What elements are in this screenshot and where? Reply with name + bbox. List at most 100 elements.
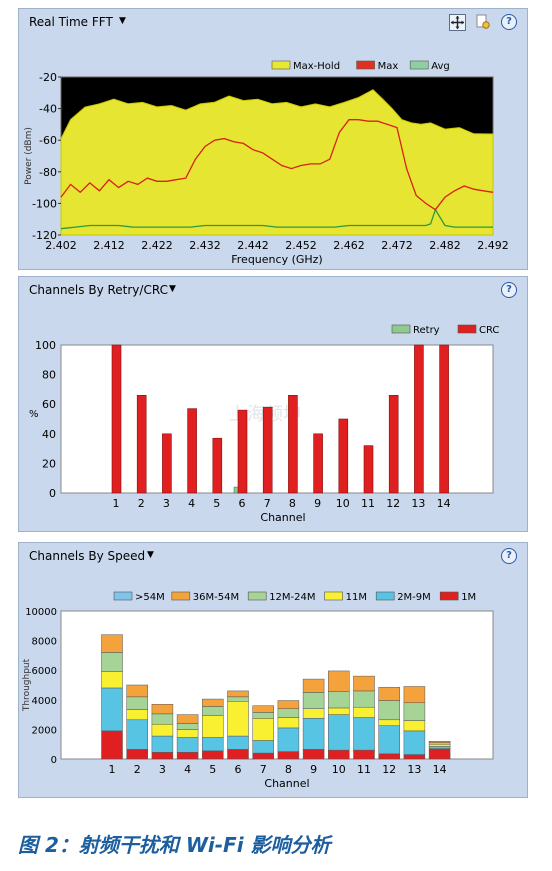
- speed-y-axis-label: Throughput: [22, 658, 32, 712]
- speed-x-tick-label: 5: [209, 763, 216, 776]
- retry-x-tick-label: 5: [213, 497, 220, 510]
- speed-bar-segment: [303, 709, 324, 719]
- speed-bar-segment: [278, 728, 299, 752]
- retry-x-tick-label: 4: [188, 497, 195, 510]
- speed-bar-segment: [354, 691, 375, 707]
- fft-x-tick-label: 2.402: [45, 239, 77, 252]
- speed-bar-segment: [278, 752, 299, 759]
- fft-x-tick-label: 2.482: [429, 239, 461, 252]
- speed-legend-label: 12M-24M: [269, 592, 315, 603]
- fft-help-icon[interactable]: ?: [501, 14, 517, 30]
- fft-y-tick-label: -80: [39, 166, 57, 179]
- fft-x-axis-label: Frequency (GHz): [231, 253, 322, 266]
- retry-y-axis-label: %: [29, 409, 39, 420]
- speed-legend-swatch: [325, 592, 343, 600]
- crc-bar: [364, 446, 373, 493]
- speed-x-tick-label: 1: [109, 763, 116, 776]
- speed-bar-segment: [228, 691, 249, 697]
- retry-x-tick-label: 8: [289, 497, 296, 510]
- retry-y-tick-label: 100: [35, 339, 56, 352]
- speed-bar-segment: [127, 720, 148, 750]
- speed-y-tick-label: 0: [51, 755, 57, 766]
- speed-bar-segment: [303, 749, 324, 759]
- speed-x-tick-label: 7: [260, 763, 267, 776]
- speed-legend-label: 2M-9M: [397, 592, 431, 603]
- retry-x-tick-label: 2: [138, 497, 145, 510]
- speed-bar-segment: [303, 692, 324, 708]
- retry-legend-swatch: [458, 325, 476, 333]
- crc-bar: [238, 410, 247, 493]
- speed-legend-swatch: [376, 592, 394, 600]
- speed-bar-segment: [278, 718, 299, 728]
- retry-x-tick-label: 12: [386, 497, 400, 510]
- speed-bar-segment: [379, 687, 400, 700]
- fft-y-tick-label: -20: [39, 71, 57, 84]
- speed-bar-segment: [328, 715, 349, 751]
- speed-x-tick-label: 2: [134, 763, 141, 776]
- speed-chart: >54M 36M-54M 12M-24M 11M 2M-9M 1M 10000 8000 600…: [19, 571, 527, 797]
- fft-y-tick-label: -60: [39, 134, 57, 147]
- fft-x-tick-label: 2.432: [189, 239, 221, 252]
- speed-bar-segment: [228, 697, 249, 701]
- crc-bar: [112, 345, 121, 493]
- fft-legend-swatch: [410, 61, 428, 69]
- crc-bar: [213, 438, 222, 493]
- fft-chevron-down-icon[interactable]: ▼: [119, 16, 126, 26]
- speed-bar-segment: [202, 699, 223, 706]
- crc-bar: [137, 395, 146, 493]
- speed-legend-swatch: [172, 592, 190, 600]
- speed-x-tick-label: 9: [310, 763, 317, 776]
- move-icon[interactable]: [449, 14, 466, 31]
- speed-legend-label: 1M: [461, 592, 476, 603]
- speed-bar-segment: [354, 718, 375, 751]
- fft-legend-swatch: [272, 61, 290, 69]
- speed-x-tick-label: 11: [357, 763, 371, 776]
- retry-legend-label: Retry: [413, 325, 440, 336]
- speed-bar-segment: [152, 704, 173, 714]
- retry-panel: Channels By Retry/CRC ▼ ? Retry CRC 100 80 6…: [18, 276, 528, 532]
- speed-bar-segment: [152, 714, 173, 724]
- crc-bar: [389, 395, 398, 493]
- retry-chevron-down-icon[interactable]: ▼: [169, 284, 176, 294]
- speed-bar-segment: [228, 736, 249, 749]
- document-settings-icon[interactable]: [475, 14, 490, 29]
- retry-x-tick-label: 10: [336, 497, 350, 510]
- crc-bar: [339, 419, 348, 493]
- speed-bar-segment: [429, 746, 450, 748]
- speed-legend-swatch: [248, 592, 266, 600]
- retry-y-tick-label: 80: [42, 369, 56, 382]
- speed-bar-segment: [404, 703, 425, 721]
- speed-bar-segment: [278, 709, 299, 718]
- fft-legend-swatch: [357, 61, 375, 69]
- fft-x-tick-label: 2.452: [285, 239, 317, 252]
- speed-bar-segment: [177, 752, 198, 759]
- speed-bar-segment: [177, 729, 198, 737]
- speed-y-tick-label: 4000: [32, 696, 57, 707]
- speed-plot-area: [61, 611, 493, 759]
- speed-bar-segment: [404, 755, 425, 759]
- speed-bar-segment: [228, 749, 249, 759]
- speed-bar-segment: [102, 652, 123, 671]
- retry-legend-label: CRC: [479, 325, 499, 336]
- speed-bar-segment: [429, 744, 450, 746]
- speed-bar-segment: [177, 715, 198, 724]
- fft-x-tick-label: 2.422: [141, 239, 173, 252]
- speed-bar-segment: [354, 707, 375, 717]
- speed-x-tick-label: 14: [433, 763, 447, 776]
- speed-bar-segment: [253, 706, 274, 713]
- speed-bar-segment: [278, 701, 299, 709]
- retry-x-axis-label: Channel: [260, 511, 305, 524]
- speed-bar-segment: [202, 751, 223, 759]
- speed-bar-segment: [102, 731, 123, 759]
- speed-bar-segment: [303, 718, 324, 749]
- speed-y-tick-label: 2000: [32, 725, 57, 736]
- speed-y-tick-label: 10000: [25, 607, 57, 618]
- speed-chevron-down-icon[interactable]: ▼: [147, 550, 154, 560]
- retry-x-tick-label: 3: [163, 497, 170, 510]
- speed-bar-segment: [177, 738, 198, 753]
- retry-chart: RetryCRC100806040200上海频坤1234567891011121…: [19, 305, 527, 531]
- retry-help-icon[interactable]: ?: [501, 282, 517, 298]
- retry-y-tick-label: 40: [42, 428, 56, 441]
- speed-help-icon[interactable]: ?: [501, 548, 517, 564]
